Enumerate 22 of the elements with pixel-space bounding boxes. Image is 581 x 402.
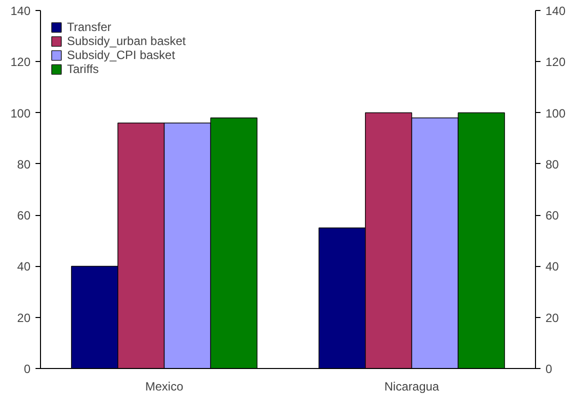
y2-tick-label: 100 (546, 106, 566, 120)
x-tick-label: Mexico (145, 380, 184, 394)
y2-tick-label: 80 (546, 157, 560, 172)
x-tick-label: Nicaragua (384, 380, 440, 394)
legend-label: Transfer (67, 20, 112, 34)
y-tick-label: 40 (17, 260, 31, 274)
y-tick-label: 140 (10, 4, 31, 18)
y-tick-label: 0 (24, 362, 31, 376)
y2-tick-label: 20 (546, 310, 560, 325)
y2-tick-label: 40 (546, 260, 560, 274)
y-tick-label: 120 (10, 55, 31, 70)
y2-tick-label: 120 (546, 55, 566, 70)
y-tick-label: 80 (17, 157, 31, 172)
y-tick-label: 60 (17, 208, 31, 223)
legend-label: Tariffs (67, 62, 99, 76)
y2-tick-label: 0 (546, 362, 552, 376)
y-tick-label: 100 (10, 106, 31, 120)
y2-tick-label: 60 (546, 208, 560, 223)
y-tick-label: 20 (17, 310, 31, 325)
legend-label: Subsidy_CPI basket (67, 48, 176, 62)
y2-tick-label: 140 (546, 4, 566, 18)
legend-label: Subsidy_urban basket (67, 34, 186, 48)
